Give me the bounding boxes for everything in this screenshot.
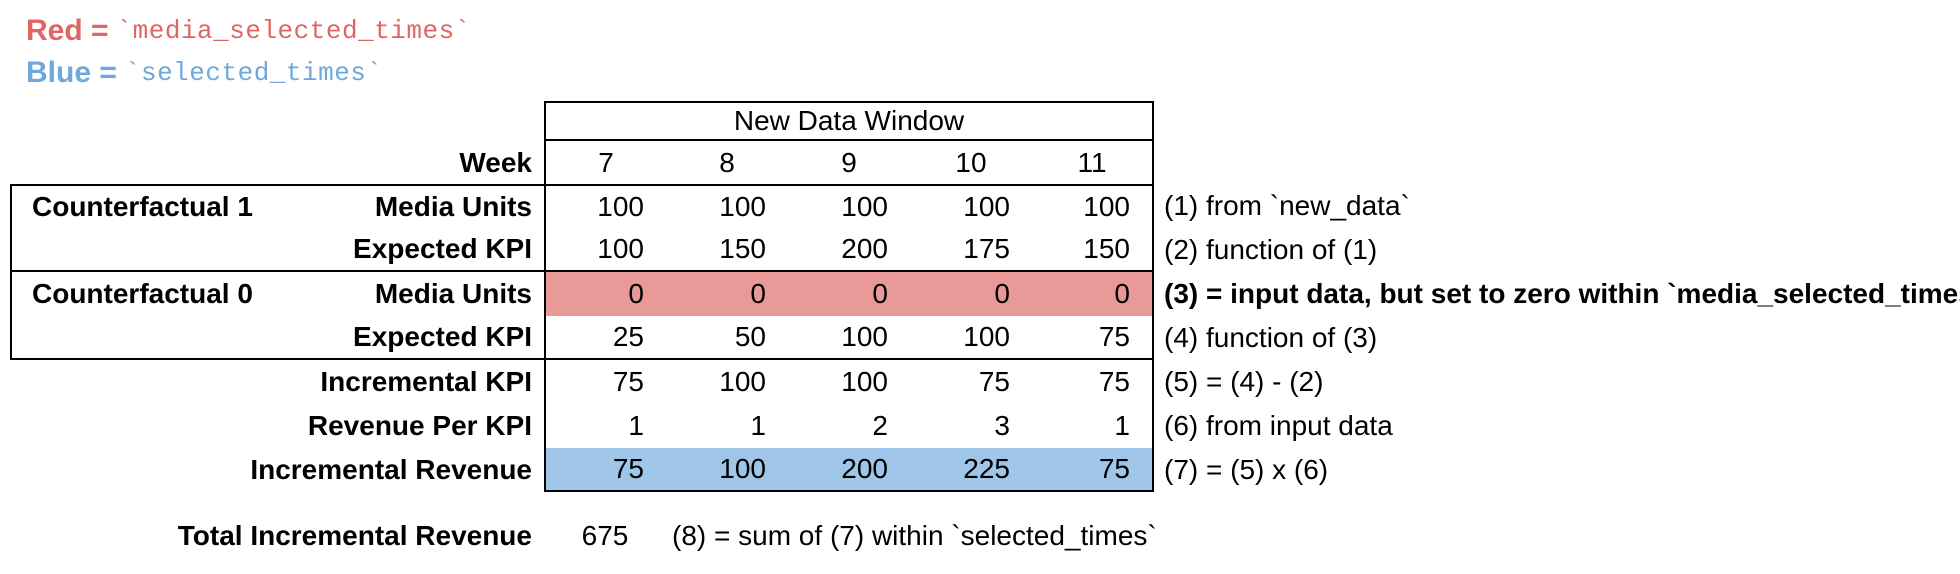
annotation-8: (8) = sum of (7) within `selected_times` [672, 520, 1157, 551]
week-cell: 7 [544, 141, 666, 184]
row-label-cell: Incremental Revenue [10, 448, 544, 492]
data-cell: 1 [1032, 404, 1154, 448]
row-label: Revenue Per KPI [307, 410, 532, 441]
annotation-3: (3) = input data, but set to zero within… [1164, 278, 1960, 309]
data-cell: 50 [666, 316, 788, 360]
data-cell-highlight-blue: 225 [910, 448, 1032, 492]
row-label-cell: Counterfactual 1 Media Units [10, 184, 544, 228]
row-label: Incremental Revenue [250, 454, 532, 485]
spacer-cell [1154, 141, 1960, 184]
data-cell: 2 [872, 410, 888, 441]
row-label: Media Units [374, 278, 532, 309]
data-cell: 75 [1032, 316, 1154, 360]
data-cell: 100 [544, 228, 666, 272]
week-cell: 9 [841, 146, 857, 178]
row-label-cell: Expected KPI [10, 316, 544, 360]
data-cell: 200 [788, 228, 910, 272]
row-label: Expected KPI [353, 321, 532, 352]
annotation-4: (4) function of (3) [1164, 322, 1378, 353]
row-label-cell: Incremental KPI [10, 360, 544, 404]
legend-red-line: Red = `media_selected_times` [26, 10, 471, 52]
data-cell: 100 [666, 184, 788, 228]
week-cell: 8 [719, 146, 735, 178]
data-cell: 150 [666, 228, 788, 272]
annotation-5: (5) = (4) - (2) [1164, 366, 1324, 397]
data-cell: 100 [910, 316, 1032, 360]
data-cell: 100 [841, 366, 888, 397]
week-cell: 10 [955, 146, 987, 178]
data-cell: 175 [910, 228, 1032, 272]
group-label-counterfactual-0: Counterfactual 0 [32, 278, 253, 309]
spacer-cell [1154, 101, 1960, 141]
week-label: Week [459, 146, 532, 178]
legend-blue-code: `selected_times` [124, 58, 383, 88]
data-cell-highlight-blue: 75 [1032, 448, 1154, 492]
row-label-cell: Counterfactual 0 Media Units [10, 272, 544, 316]
total-row: Total Incremental Revenue 675 (8) = sum … [10, 514, 1960, 558]
annotation-2: (2) function of (1) [1164, 234, 1378, 265]
spacer-cell [10, 101, 544, 141]
row-label: Incremental KPI [320, 366, 532, 397]
legend-blue-line: Blue = `selected_times` [26, 52, 471, 94]
data-cell: 25 [544, 316, 666, 360]
legend-blue-label: Blue = [26, 56, 117, 89]
row-label: Expected KPI [353, 233, 532, 264]
data-cell: 100 [544, 184, 666, 228]
data-cell: 1 [544, 404, 666, 448]
legend-red-code: `media_selected_times` [116, 16, 471, 46]
row-label: Media Units [374, 191, 532, 222]
data-cell: 100 [1032, 184, 1154, 228]
data-cell: 100 [788, 316, 910, 360]
data-cell-highlight-red: 0 [666, 272, 788, 316]
legend-red-label: Red = [26, 14, 109, 47]
row-label-cell: Expected KPI [10, 228, 544, 272]
legend: Red = `media_selected_times` Blue = `sel… [26, 10, 471, 94]
data-cell-highlight-red: 0 [788, 272, 910, 316]
total-label: Total Incremental Revenue [177, 520, 532, 551]
data-cell-highlight-blue: 75 [544, 448, 666, 492]
data-cell: 75 [1032, 360, 1154, 404]
data-cell: 75 [978, 366, 1010, 397]
annotation-7: (7) = (5) x (6) [1164, 454, 1329, 485]
annotation-6: (6) from input data [1164, 410, 1393, 441]
group-label-counterfactual-1: Counterfactual 1 [32, 191, 253, 222]
data-cell: 150 [1032, 228, 1154, 272]
data-cell-highlight-red: 0 [910, 272, 1032, 316]
data-cell: 1 [750, 410, 766, 441]
week-row-label-cell: Week [10, 141, 544, 184]
data-table: New Data Window Week 7 8 9 10 11 Counter… [10, 101, 1960, 492]
data-cell: 100 [910, 184, 1032, 228]
data-cell-highlight-blue: 200 [788, 448, 910, 492]
week-cell: 11 [1032, 141, 1154, 184]
row-label-cell: Revenue Per KPI [10, 404, 544, 448]
data-cell-highlight-red: 0 [544, 272, 666, 316]
data-cell: 75 [544, 360, 666, 404]
table-header-new-data-window: New Data Window [544, 101, 1154, 141]
data-cell-highlight-red: 0 [1032, 272, 1154, 316]
data-cell-highlight-blue: 100 [666, 448, 788, 492]
total-value: 675 [581, 520, 629, 551]
annotation-1: (1) from `new_data` [1164, 190, 1410, 221]
data-cell: 100 [719, 366, 766, 397]
data-cell: 3 [994, 410, 1010, 441]
data-cell: 100 [788, 184, 910, 228]
